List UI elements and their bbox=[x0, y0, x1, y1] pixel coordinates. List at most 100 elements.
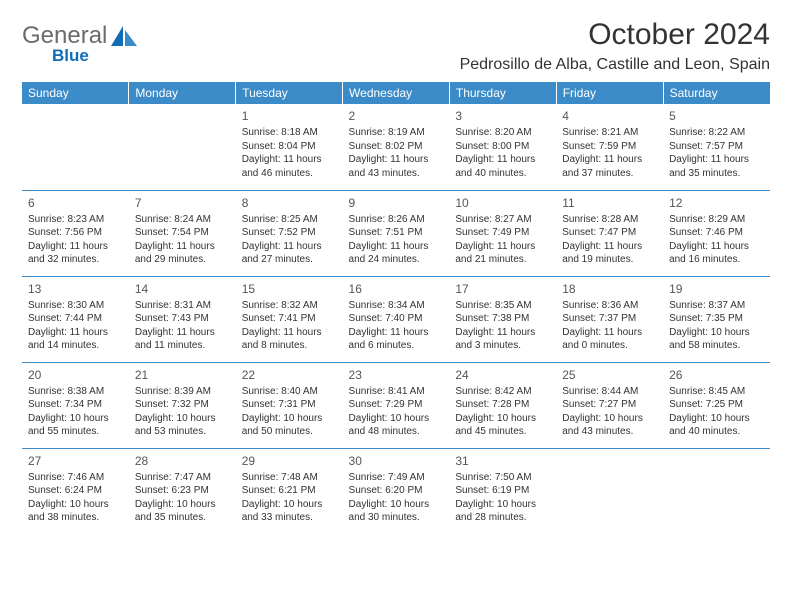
calendar-cell: 22 Sunrise: 8:40 AM Sunset: 7:31 PM Dayli… bbox=[236, 362, 343, 448]
day-number: 23 bbox=[349, 367, 444, 383]
day-details: Sunrise: 7:47 AM Sunset: 6:23 PM Dayligh… bbox=[135, 471, 230, 525]
day-details: Sunrise: 8:20 AM Sunset: 8:00 PM Dayligh… bbox=[455, 126, 550, 180]
day-details: Sunrise: 8:26 AM Sunset: 7:51 PM Dayligh… bbox=[349, 213, 444, 267]
logo-subtext: Blue bbox=[52, 46, 139, 66]
day-details: Sunrise: 8:35 AM Sunset: 7:38 PM Dayligh… bbox=[455, 299, 550, 353]
calendar-cell: 16Sunrise: 8:34 AM Sunset: 7:40 PM Dayli… bbox=[343, 276, 450, 362]
calendar-week-row: 20 Sunrise: 8:38 AM Sunset: 7:34 PM Dayli… bbox=[22, 362, 770, 448]
calendar-cell: 3 Sunrise: 8:20 AM Sunset: 8:00 PM Daylig… bbox=[449, 104, 556, 190]
logo-text: General bbox=[22, 24, 107, 48]
calendar-cell: 15Sunrise: 8:32 AM Sunset: 7:41 PM Dayli… bbox=[236, 276, 343, 362]
calendar-cell bbox=[663, 448, 770, 534]
calendar-cell: 18 Sunrise: 8:36 AM Sunset: 7:37 PM Dayli… bbox=[556, 276, 663, 362]
day-number: 3 bbox=[455, 108, 550, 124]
day-number: 11 bbox=[562, 195, 657, 211]
day-details: Sunrise: 7:48 AM Sunset: 6:21 PM Dayligh… bbox=[242, 471, 337, 525]
day-header: Sunday bbox=[22, 82, 129, 104]
day-details: Sunrise: 8:38 AM Sunset: 7:34 PM Dayligh… bbox=[28, 385, 123, 439]
day-details: Sunrise: 8:25 AM Sunset: 7:52 PM Dayligh… bbox=[242, 213, 337, 267]
day-number: 22 bbox=[242, 367, 337, 383]
day-number: 14 bbox=[135, 281, 230, 297]
day-details: Sunrise: 8:37 AM Sunset: 7:35 PM Dayligh… bbox=[669, 299, 764, 353]
day-details: Sunrise: 8:24 AM Sunset: 7:54 PM Dayligh… bbox=[135, 213, 230, 267]
calendar-cell: 29 Sunrise: 7:48 AM Sunset: 6:21 PM Dayli… bbox=[236, 448, 343, 534]
day-number: 25 bbox=[562, 367, 657, 383]
calendar-cell: 17Sunrise: 8:35 AM Sunset: 7:38 PM Dayli… bbox=[449, 276, 556, 362]
calendar-cell: 9 Sunrise: 8:26 AM Sunset: 7:51 PM Daylig… bbox=[343, 190, 450, 276]
calendar-cell: 6 Sunrise: 8:23 AM Sunset: 7:56 PM Daylig… bbox=[22, 190, 129, 276]
day-header-row: Sunday Monday Tuesday Wednesday Thursday… bbox=[22, 82, 770, 104]
day-details: Sunrise: 8:41 AM Sunset: 7:29 PM Dayligh… bbox=[349, 385, 444, 439]
calendar-cell: 10Sunrise: 8:27 AM Sunset: 7:49 PM Dayli… bbox=[449, 190, 556, 276]
calendar-cell: 26 Sunrise: 8:45 AM Sunset: 7:25 PM Dayli… bbox=[663, 362, 770, 448]
calendar-cell: 11 Sunrise: 8:28 AM Sunset: 7:47 PM Dayli… bbox=[556, 190, 663, 276]
day-number: 20 bbox=[28, 367, 123, 383]
calendar-cell: 23 Sunrise: 8:41 AM Sunset: 7:29 PM Dayli… bbox=[343, 362, 450, 448]
day-details: Sunrise: 8:30 AM Sunset: 7:44 PM Dayligh… bbox=[28, 299, 123, 353]
calendar-cell: 30Sunrise: 7:49 AM Sunset: 6:20 PM Dayli… bbox=[343, 448, 450, 534]
day-details: Sunrise: 8:39 AM Sunset: 7:32 PM Dayligh… bbox=[135, 385, 230, 439]
calendar-cell: 8Sunrise: 8:25 AM Sunset: 7:52 PM Daylig… bbox=[236, 190, 343, 276]
day-header: Monday bbox=[129, 82, 236, 104]
day-details: Sunrise: 8:23 AM Sunset: 7:56 PM Dayligh… bbox=[28, 213, 123, 267]
calendar-cell bbox=[22, 104, 129, 190]
calendar-cell: 27 Sunrise: 7:46 AM Sunset: 6:24 PM Dayli… bbox=[22, 448, 129, 534]
location: Pedrosillo de Alba, Castille and Leon, S… bbox=[460, 56, 770, 74]
calendar-table: Sunday Monday Tuesday Wednesday Thursday… bbox=[22, 82, 770, 534]
day-header: Saturday bbox=[663, 82, 770, 104]
day-details: Sunrise: 8:31 AM Sunset: 7:43 PM Dayligh… bbox=[135, 299, 230, 353]
day-number: 5 bbox=[669, 108, 764, 124]
day-number: 31 bbox=[455, 453, 550, 469]
day-header: Tuesday bbox=[236, 82, 343, 104]
calendar-cell: 14 Sunrise: 8:31 AM Sunset: 7:43 PM Dayli… bbox=[129, 276, 236, 362]
day-number: 28 bbox=[135, 453, 230, 469]
calendar-cell: 20 Sunrise: 8:38 AM Sunset: 7:34 PM Dayli… bbox=[22, 362, 129, 448]
calendar-week-row: 13 Sunrise: 8:30 AM Sunset: 7:44 PM Dayli… bbox=[22, 276, 770, 362]
calendar-week-row: 6 Sunrise: 8:23 AM Sunset: 7:56 PM Daylig… bbox=[22, 190, 770, 276]
calendar-cell: 1Sunrise: 8:18 AM Sunset: 8:04 PM Daylig… bbox=[236, 104, 343, 190]
day-header: Thursday bbox=[449, 82, 556, 104]
day-details: Sunrise: 8:29 AM Sunset: 7:46 PM Dayligh… bbox=[669, 213, 764, 267]
calendar-cell: 7 Sunrise: 8:24 AM Sunset: 7:54 PM Daylig… bbox=[129, 190, 236, 276]
day-number: 2 bbox=[349, 108, 444, 124]
day-number: 26 bbox=[669, 367, 764, 383]
day-number: 24 bbox=[455, 367, 550, 383]
day-details: Sunrise: 8:21 AM Sunset: 7:59 PM Dayligh… bbox=[562, 126, 657, 180]
day-details: Sunrise: 8:42 AM Sunset: 7:28 PM Dayligh… bbox=[455, 385, 550, 439]
day-details: Sunrise: 8:22 AM Sunset: 7:57 PM Dayligh… bbox=[669, 126, 764, 180]
day-details: Sunrise: 7:46 AM Sunset: 6:24 PM Dayligh… bbox=[28, 471, 123, 525]
calendar-week-row: 1Sunrise: 8:18 AM Sunset: 8:04 PM Daylig… bbox=[22, 104, 770, 190]
day-number: 29 bbox=[242, 453, 337, 469]
day-details: Sunrise: 8:40 AM Sunset: 7:31 PM Dayligh… bbox=[242, 385, 337, 439]
day-number: 6 bbox=[28, 195, 123, 211]
day-number: 9 bbox=[349, 195, 444, 211]
day-number: 21 bbox=[135, 367, 230, 383]
day-number: 4 bbox=[562, 108, 657, 124]
calendar-cell: 24 Sunrise: 8:42 AM Sunset: 7:28 PM Dayli… bbox=[449, 362, 556, 448]
calendar-cell: 5 Sunrise: 8:22 AM Sunset: 7:57 PM Daylig… bbox=[663, 104, 770, 190]
month-title: October 2024 bbox=[460, 18, 770, 52]
header: General Blue October 2024 Pedrosillo de … bbox=[22, 18, 770, 74]
calendar-cell: 2 Sunrise: 8:19 AM Sunset: 8:02 PM Daylig… bbox=[343, 104, 450, 190]
logo-sail-icon bbox=[109, 24, 139, 48]
day-number: 27 bbox=[28, 453, 123, 469]
day-details: Sunrise: 8:28 AM Sunset: 7:47 PM Dayligh… bbox=[562, 213, 657, 267]
day-number: 13 bbox=[28, 281, 123, 297]
day-number: 16 bbox=[349, 281, 444, 297]
day-details: Sunrise: 8:45 AM Sunset: 7:25 PM Dayligh… bbox=[669, 385, 764, 439]
calendar-cell: 28 Sunrise: 7:47 AM Sunset: 6:23 PM Dayli… bbox=[129, 448, 236, 534]
calendar-cell: 4 Sunrise: 8:21 AM Sunset: 7:59 PM Daylig… bbox=[556, 104, 663, 190]
day-number: 18 bbox=[562, 281, 657, 297]
calendar-cell: 31Sunrise: 7:50 AM Sunset: 6:19 PM Dayli… bbox=[449, 448, 556, 534]
day-number: 7 bbox=[135, 195, 230, 211]
calendar-cell: 21 Sunrise: 8:39 AM Sunset: 7:32 PM Dayli… bbox=[129, 362, 236, 448]
calendar-cell: 13 Sunrise: 8:30 AM Sunset: 7:44 PM Dayli… bbox=[22, 276, 129, 362]
day-details: Sunrise: 8:19 AM Sunset: 8:02 PM Dayligh… bbox=[349, 126, 444, 180]
calendar-cell: 25Sunrise: 8:44 AM Sunset: 7:27 PM Dayli… bbox=[556, 362, 663, 448]
day-details: Sunrise: 8:36 AM Sunset: 7:37 PM Dayligh… bbox=[562, 299, 657, 353]
logo: General Blue bbox=[22, 18, 139, 66]
day-number: 12 bbox=[669, 195, 764, 211]
calendar-cell: 19Sunrise: 8:37 AM Sunset: 7:35 PM Dayli… bbox=[663, 276, 770, 362]
day-number: 1 bbox=[242, 108, 337, 124]
title-block: October 2024 Pedrosillo de Alba, Castill… bbox=[460, 18, 770, 74]
